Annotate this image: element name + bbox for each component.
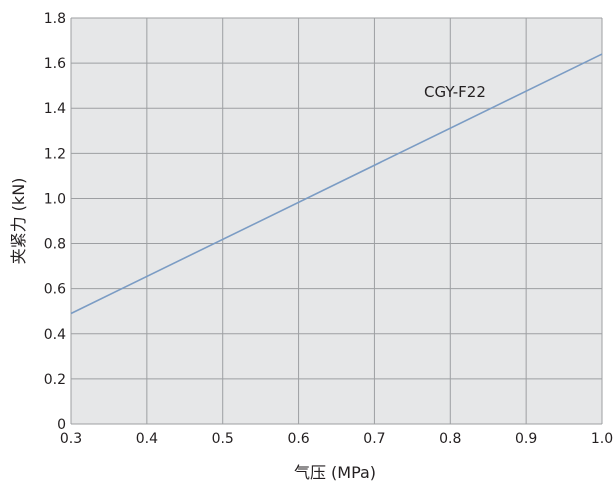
y-tick-label: 0.4 [44,327,66,343]
plot-area [71,18,602,424]
grid [70,17,603,425]
y-axis-label: 夹紧力 (kN) [9,178,28,265]
x-tick-label: 0.3 [60,431,82,447]
x-axis-label: 气压 (MPa) [294,463,376,482]
tick-labels: 0.3 0.4 0.5 0.6 0.7 0.8 0.9 1.0 0 0.2 0.4 0.6 0.8 1.0… [44,11,613,447]
y-tick-label: 1.6 [44,56,66,72]
x-tick-label: 0.6 [287,431,309,447]
y-tick-label: 0 [57,417,66,433]
x-tick-label: 0.4 [136,431,158,447]
y-tick-label: 0.8 [44,237,66,253]
y-tick-label: 0.6 [44,282,66,298]
x-tick-label: 0.7 [363,431,385,447]
y-tick-label: 1.8 [44,11,66,27]
x-tick-label: 0.5 [212,431,234,447]
y-tick-label: 1.4 [44,101,66,117]
series-lines [70,53,603,315]
series-label-cgy-f22: CGY-F22 [424,83,486,101]
y-tick-label: 0.2 [44,372,66,388]
x-tick-label: 0.8 [439,431,461,447]
series-line [70,53,603,315]
y-tick-label: 1.0 [44,191,66,207]
x-tick-label: 1.0 [591,431,613,447]
x-tick-label: 0.9 [515,431,537,447]
y-tick-label: 1.2 [44,146,66,162]
